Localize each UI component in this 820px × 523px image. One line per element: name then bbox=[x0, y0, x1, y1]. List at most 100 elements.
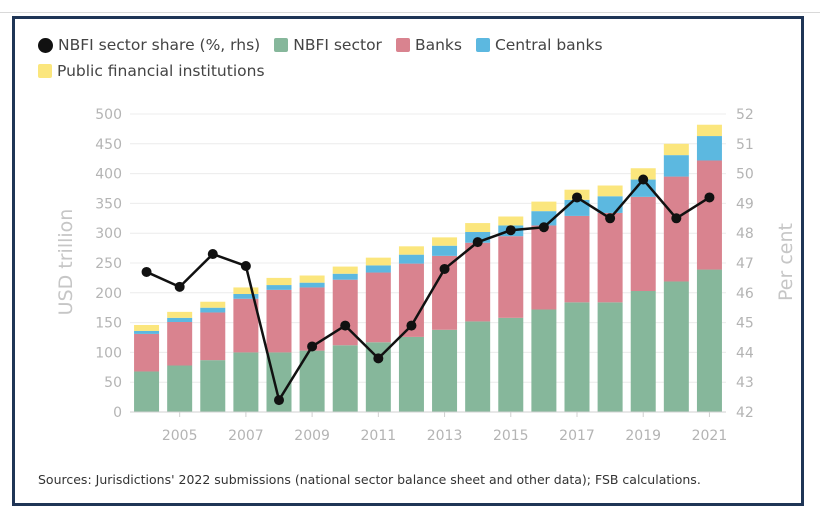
legend-label-public-fi: Public financial institutions bbox=[57, 62, 265, 80]
nbfi-share-point bbox=[406, 320, 417, 331]
legend-item-banks: Banks bbox=[395, 36, 462, 54]
bar-nbfi-sector bbox=[498, 317, 524, 412]
bar-nbfi-sector bbox=[398, 336, 424, 412]
x-tick-label: 2015 bbox=[493, 428, 529, 444]
bar-banks bbox=[233, 298, 259, 353]
bar-nbfi-sector bbox=[663, 281, 689, 412]
legend-label-central-banks: Central banks bbox=[494, 36, 603, 54]
nbfi-share-point bbox=[605, 213, 616, 224]
legend-swatch-nbfi-share bbox=[38, 37, 53, 53]
bar-nbfi-sector bbox=[465, 321, 491, 412]
bar-central-banks bbox=[663, 155, 689, 177]
bar-nbfi-sector bbox=[597, 302, 623, 412]
legend-item-nbfi-share: NBFI sector share (%, rhs) bbox=[38, 36, 260, 54]
nbfi-share-point bbox=[638, 174, 649, 185]
legend-label-nbfi-share: NBFI sector share (%, rhs) bbox=[58, 36, 261, 54]
y2-tick-label: 44 bbox=[736, 345, 754, 361]
legend-label-nbfi-sector: NBFI sector bbox=[293, 36, 382, 54]
y2-tick-label: 43 bbox=[736, 375, 754, 391]
bar-banks bbox=[465, 242, 491, 322]
bar-public-financial-institutions bbox=[663, 143, 689, 156]
y2-tick-label: 47 bbox=[736, 256, 754, 272]
nbfi-share-point bbox=[340, 320, 351, 331]
nbfi-share-line bbox=[146, 178, 711, 402]
bar-central-banks bbox=[630, 179, 656, 197]
bar-banks bbox=[365, 272, 391, 343]
y-tick-label: 450 bbox=[95, 137, 122, 153]
x-tick-label: 2017 bbox=[559, 428, 595, 444]
bar-nbfi-sector bbox=[696, 269, 722, 412]
legend-item-public-fi: Public financial institutions bbox=[38, 62, 265, 80]
y2-tick-label: 49 bbox=[736, 196, 754, 212]
bar-nbfi-sector bbox=[134, 371, 160, 412]
legend-swatch-banks bbox=[395, 38, 410, 52]
bar-nbfi-sector bbox=[564, 302, 590, 412]
bar-public-financial-institutions bbox=[233, 287, 259, 294]
legend-row-1: NBFI sector share (%, rhs) NBFI sector B… bbox=[38, 32, 738, 58]
y-tick-label: 300 bbox=[95, 226, 122, 242]
y-tick-label: 150 bbox=[95, 316, 122, 332]
bar-banks bbox=[531, 225, 557, 310]
bar-nbfi-sector bbox=[432, 329, 458, 412]
top-divider bbox=[0, 12, 820, 13]
y-tick-label: 0 bbox=[113, 405, 122, 421]
bar-banks bbox=[200, 312, 226, 361]
bar-nbfi-sector bbox=[365, 342, 391, 412]
nbfi-share-point bbox=[439, 263, 450, 274]
bar-central-banks bbox=[200, 307, 226, 313]
bar-public-financial-institutions bbox=[134, 324, 160, 331]
legend-swatch-nbfi-sector bbox=[274, 38, 289, 52]
bar-nbfi-sector bbox=[332, 345, 358, 412]
nbfi-share-point bbox=[307, 341, 318, 352]
nbfi-share-point bbox=[472, 237, 483, 248]
y-tick-label: 350 bbox=[95, 196, 122, 212]
bar-nbfi-sector bbox=[531, 309, 557, 412]
bar-public-financial-institutions bbox=[365, 257, 391, 266]
bar-central-banks bbox=[299, 282, 325, 288]
y2-axis-title: Per cent bbox=[775, 223, 797, 301]
x-tick-label: 2013 bbox=[427, 428, 463, 444]
nbfi-share-point bbox=[207, 249, 218, 260]
nbfi-share-point bbox=[274, 395, 284, 406]
nbfi-share-point bbox=[505, 225, 516, 236]
bar-banks bbox=[663, 176, 689, 282]
x-tick-label: 2011 bbox=[361, 428, 397, 444]
bar-banks bbox=[498, 236, 524, 318]
nbfi-share-point bbox=[671, 213, 682, 224]
bar-banks bbox=[167, 322, 193, 366]
y2-tick-label: 46 bbox=[736, 286, 754, 302]
bar-nbfi-sector bbox=[630, 291, 656, 412]
x-tick-label: 2007 bbox=[228, 428, 264, 444]
legend-label-banks: Banks bbox=[414, 36, 462, 54]
bar-banks bbox=[696, 160, 722, 270]
y-tick-label: 100 bbox=[95, 345, 122, 361]
bar-public-financial-institutions bbox=[696, 124, 722, 137]
bar-public-financial-institutions bbox=[299, 275, 325, 283]
bar-banks bbox=[564, 215, 590, 303]
y2-tick-label: 45 bbox=[736, 316, 754, 332]
nbfi-share-point bbox=[704, 192, 715, 203]
legend-item-nbfi-sector: NBFI sector bbox=[274, 36, 382, 54]
bar-public-financial-institutions bbox=[332, 266, 358, 274]
nbfi-share-point bbox=[240, 260, 251, 271]
bar-public-financial-institutions bbox=[465, 223, 491, 233]
bar-central-banks bbox=[398, 254, 424, 264]
legend-row-2: Public financial institutions bbox=[38, 58, 738, 84]
nbfi-share-point bbox=[572, 192, 582, 203]
y-tick-label: 50 bbox=[104, 375, 122, 391]
bar-nbfi-sector bbox=[233, 352, 259, 412]
y-tick-label: 500 bbox=[95, 107, 122, 123]
bar-central-banks bbox=[167, 317, 193, 323]
bar-banks bbox=[597, 212, 623, 303]
bar-public-financial-institutions bbox=[597, 185, 623, 197]
nbfi-share-point bbox=[373, 353, 384, 364]
bar-nbfi-sector bbox=[167, 365, 193, 412]
y2-tick-label: 51 bbox=[736, 137, 754, 153]
bar-central-banks bbox=[233, 293, 259, 299]
bar-central-banks bbox=[597, 196, 623, 213]
chart-legend: NBFI sector share (%, rhs) NBFI sector B… bbox=[38, 32, 738, 84]
y2-tick-label: 42 bbox=[736, 405, 754, 421]
legend-item-central-banks: Central banks bbox=[475, 36, 603, 54]
source-note: Sources: Jurisdictions' 2022 submissions… bbox=[38, 472, 701, 487]
